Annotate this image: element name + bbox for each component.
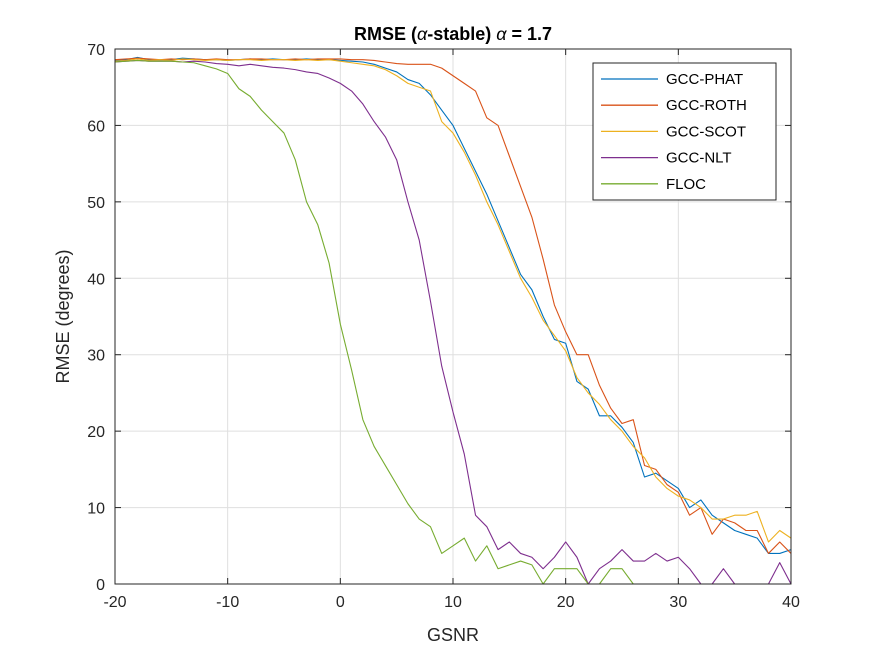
tick-marks	[114, 48, 792, 585]
y-tick-labels: 0 10 20 30 40 50 60 70	[87, 42, 105, 594]
x-tick-label: 0	[336, 594, 345, 611]
legend: GCC-PHAT GCC-ROTH GCC-SCOT GCC-NLT FLOC	[592, 62, 777, 201]
y-tick-label: 50	[87, 195, 105, 212]
series-line-gcc-roth	[114, 57, 792, 554]
x-tick-label: 30	[669, 594, 687, 611]
x-tick-label: -10	[216, 594, 239, 611]
x-axis-label: GSNR	[427, 625, 479, 645]
series-line-gcc-scot	[114, 58, 792, 543]
y-tick-label: 40	[87, 271, 105, 288]
legend-label-gcc-phat: GCC-PHAT	[666, 71, 743, 88]
legend-label-gcc-nlt: GCC-NLT	[666, 150, 732, 167]
legend-label-gcc-roth: GCC-ROTH	[666, 97, 747, 114]
y-tick-label: 70	[87, 42, 105, 59]
x-tick-label: 40	[782, 594, 800, 611]
x-tick-label: -20	[103, 594, 126, 611]
y-tick-label: 30	[87, 348, 105, 365]
y-tick-label: 20	[87, 424, 105, 441]
y-tick-label: 60	[87, 118, 105, 135]
x-tick-labels: -20 -10 0 10 20 30 40	[103, 594, 800, 611]
y-tick-label: 0	[96, 577, 105, 594]
y-axis-label: RMSE (degrees)	[53, 249, 73, 383]
y-tick-label: 10	[87, 501, 105, 518]
chart-title: RMSE (α-stable) α = 1.7	[354, 24, 552, 44]
legend-label-gcc-scot: GCC-SCOT	[666, 123, 746, 140]
legend-box	[592, 62, 777, 201]
series-line-gcc-nlt	[114, 59, 792, 585]
legend-label-floc: FLOC	[666, 176, 706, 193]
x-tick-label: 10	[444, 594, 462, 611]
x-tick-label: 20	[557, 594, 575, 611]
series-group	[114, 56, 792, 585]
